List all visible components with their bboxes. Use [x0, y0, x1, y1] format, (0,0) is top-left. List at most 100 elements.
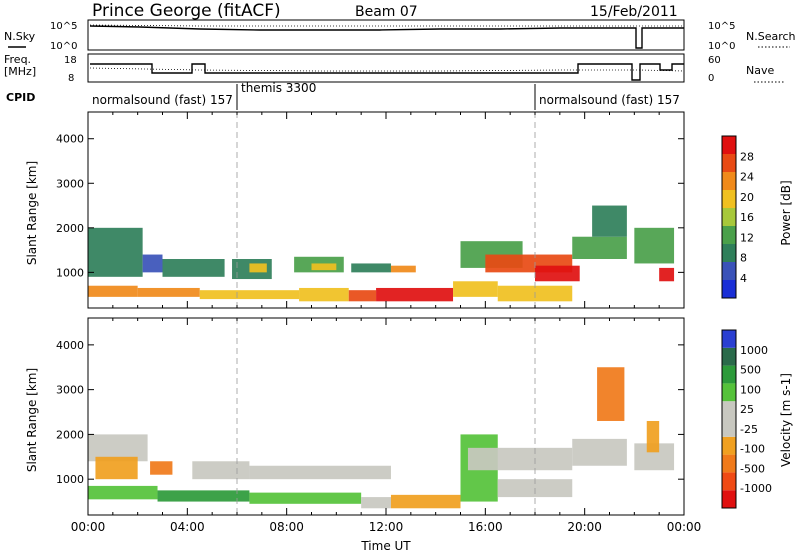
colorbar-tick-label: 12 — [740, 231, 754, 244]
x-tick-label: 08:00 — [269, 520, 304, 534]
freq-right-tick-top: 60 — [708, 55, 721, 66]
colorbar-swatch — [722, 154, 736, 172]
noise-left-label: N.Sky — [4, 30, 36, 43]
colorbar-tick-label: 500 — [740, 364, 761, 377]
colorbar-swatch — [722, 365, 736, 384]
noise-search-trace — [89, 24, 684, 27]
data-band — [348, 290, 377, 302]
data-band — [659, 267, 675, 282]
colorbar-tick-label: -1000 — [740, 482, 772, 495]
data-band — [142, 254, 163, 273]
colorbar-tick-label: 28 — [740, 150, 754, 163]
colorbar-tick-label: 4 — [740, 272, 747, 285]
data-band — [157, 490, 250, 502]
noise-sky-trace — [89, 25, 684, 49]
noise-right-tick-top: 10^5 — [708, 21, 735, 32]
colorbar-swatch — [722, 280, 736, 298]
cpid-segment-label: normalsound (fast) 157 — [92, 93, 233, 107]
y-tick-label: 3000 — [56, 384, 84, 397]
noise-left-tick-bottom: 10^0 — [50, 41, 77, 52]
power-colorbar: 4 8 12 16 20 24 28 — [721, 135, 754, 299]
data-band — [572, 438, 627, 466]
colorbar-swatch — [722, 190, 736, 208]
data-band — [199, 290, 237, 300]
x-tick-label: 04:00 — [170, 520, 205, 534]
beam-label: Beam 07 — [355, 4, 418, 20]
noise-left-tick-top: 10^5 — [50, 21, 77, 32]
noise-panel — [87, 19, 685, 51]
colorbar-swatch — [722, 401, 736, 419]
data-band — [572, 236, 627, 259]
data-band — [634, 227, 675, 264]
velocity-ylabel: Slant Range [km] — [25, 368, 39, 472]
colorbar-tick-label: 20 — [740, 191, 754, 204]
freq-right-tick-bottom: 0 — [708, 73, 714, 84]
data-band — [150, 461, 173, 475]
colorbar-swatch — [722, 136, 736, 154]
data-band — [249, 492, 362, 504]
y-tick-label: 4000 — [56, 339, 84, 352]
colorbar-swatch — [722, 383, 736, 402]
data-band — [311, 263, 337, 271]
data-band — [390, 494, 461, 509]
colorbar-swatch — [722, 208, 736, 226]
colorbar-tick-label: -500 — [740, 462, 765, 475]
x-tick-label: 00:00 — [71, 520, 106, 534]
colorbar-swatch — [722, 436, 736, 455]
x-tick-label: 20:00 — [567, 520, 602, 534]
data-band — [88, 485, 158, 500]
noise-right-tick-bottom: 10^0 — [708, 41, 735, 52]
station-title: Prince George (fitACF) — [92, 1, 281, 21]
power-ylabel: Slant Range [km] — [25, 161, 39, 265]
freq-left-label-line2: [MHz] — [4, 65, 36, 78]
colorbar-swatch — [722, 226, 736, 244]
y-tick-label: 2000 — [56, 222, 84, 235]
power-panel: 1000 2000 3000 4000 — [56, 111, 685, 309]
freq-left-label-line1: Freq. — [4, 53, 31, 66]
freq-left-tick-bottom: 8 — [68, 73, 74, 84]
colorbar-tick-label: 1000 — [740, 344, 768, 357]
data-band — [597, 367, 625, 421]
data-band — [453, 281, 498, 297]
data-band — [351, 263, 391, 273]
colorbar-swatch — [722, 347, 736, 366]
colorbar-frame — [721, 329, 737, 509]
data-band — [535, 265, 580, 282]
freq-right-label: Nave — [746, 64, 774, 77]
colorbar-tick-label: 16 — [740, 211, 754, 224]
x-tick-label: 12:00 — [369, 520, 404, 534]
data-band — [249, 263, 267, 273]
power-colorbar-label: Power [dB] — [779, 180, 793, 245]
noise-right-label: N.Search — [746, 30, 796, 43]
colorbar-swatch — [722, 172, 736, 190]
panel-frame — [87, 317, 685, 516]
data-band — [237, 290, 300, 300]
y-tick-label: 1000 — [56, 473, 84, 486]
colorbar-tick-label: 25 — [740, 403, 754, 416]
colorbar-tick-label: -25 — [740, 423, 758, 436]
colorbar-swatch — [722, 490, 736, 508]
freq-left-tick-top: 18 — [64, 55, 77, 66]
y-tick-label: 2000 — [56, 428, 84, 441]
nave-trace — [89, 67, 685, 72]
colorbar-frame — [721, 135, 737, 299]
y-tick-label: 4000 — [56, 133, 84, 146]
colorbar-tick-label: 24 — [740, 171, 754, 184]
data-band — [467, 447, 573, 471]
data-band — [592, 205, 627, 237]
y-tick-label: 3000 — [56, 177, 84, 190]
colorbar-swatch — [722, 472, 736, 491]
date-label: 15/Feb/2011 — [590, 4, 678, 20]
cpid-segment-label: themis 3300 — [241, 81, 316, 95]
data-band — [361, 497, 391, 509]
velocity-panel: 1000 2000 3000 4000 00:00 04:00 08:00 12:00 16:0… — [56, 317, 701, 534]
velocity-colorbar-label: Velocity [m s-1] — [779, 373, 793, 467]
velocity-colorbar: 1000 500 100 25 -25 -100 -500 -1000 — [721, 329, 772, 509]
colorbar-swatch — [722, 244, 736, 262]
colorbar-tick-label: -100 — [740, 443, 765, 456]
data-band — [390, 265, 416, 273]
data-band — [88, 227, 143, 277]
colorbar-swatch — [722, 419, 736, 437]
data-band — [137, 287, 200, 297]
